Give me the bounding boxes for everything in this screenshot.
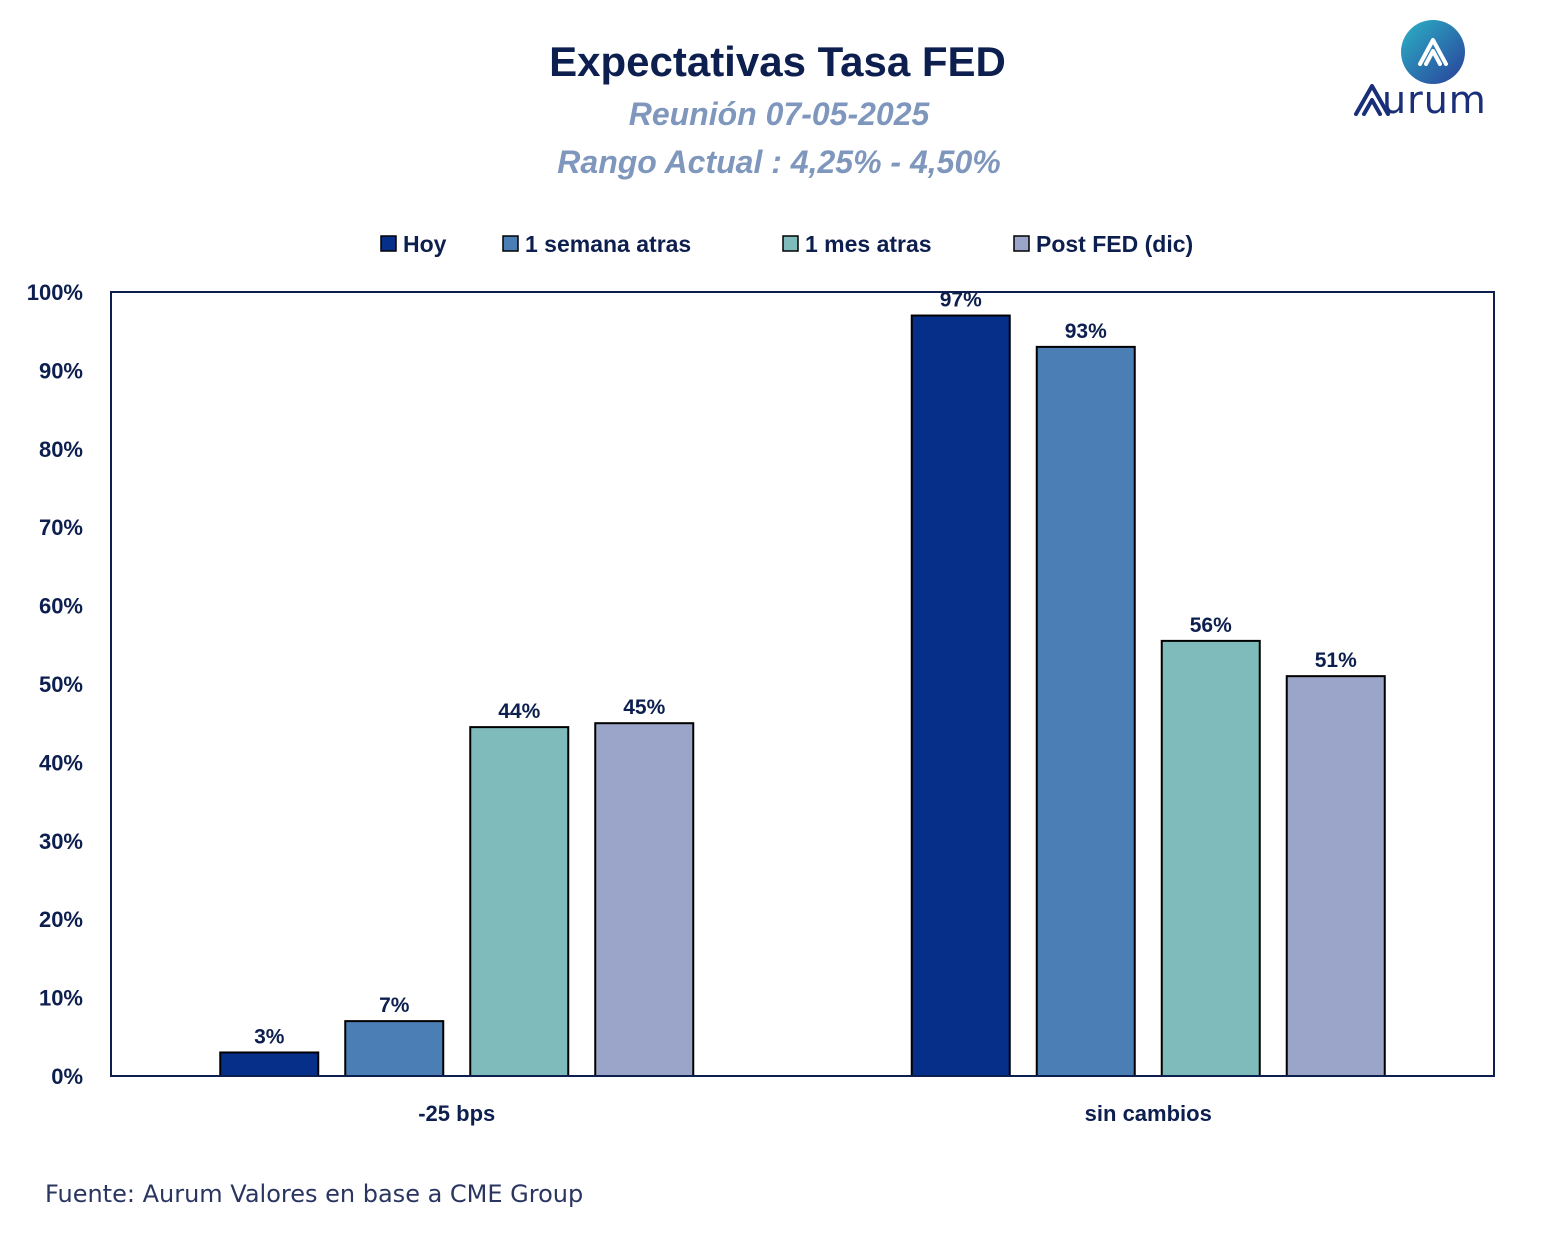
data-label: 45% [623,696,665,719]
y-tick-label: 20% [39,907,83,932]
legend-label: 1 mes atras [805,231,932,257]
meeting-date-subtitle: Reunión 07-05-2025 [628,96,930,132]
bar-1-mes-atras-1 [1160,639,1261,1077]
aurum-logo-icon [1354,20,1465,116]
plot-area-frame [110,291,1495,1077]
legend-item: 1 semana atras [502,231,691,257]
legend-item: Post FED (dic) [1013,231,1193,257]
bar-1-mes-atras-0 [469,726,570,1077]
x-category-label: -25 bps [418,1101,495,1126]
chart-title: Expectativas Tasa FED [549,38,1006,85]
y-tick-label: 60% [39,594,83,619]
bar-hoy-0 [219,1051,320,1077]
chart-legend: Hoy 1 semana atras 1 mes atras Post FED (di… [380,231,1193,257]
bar-chart: Hoy 1 semana atras 1 mes atras Post FED (di… [27,231,1495,1126]
x-axis: -25 bps sin cambios [418,1101,1212,1126]
legend-swatch [1013,235,1030,252]
data-label: 7% [379,994,410,1017]
legend-label: Post FED (dic) [1036,231,1193,257]
y-tick-label: 90% [39,358,83,383]
data-labels: 3% 7% 44% 45% 97% 93% 56% 51% [254,289,1357,1049]
data-label: 97% [940,289,982,312]
legend-swatch [782,235,799,252]
data-label: 93% [1065,320,1107,343]
bar-1-semana-atras-0 [344,1020,445,1077]
data-label: 3% [254,1025,285,1048]
y-tick-label: 30% [39,829,83,854]
aurum-logo: urum [1350,20,1520,122]
data-label: 44% [498,700,540,723]
source-note: Fuente: Aurum Valores en base a CME Grou… [45,1180,584,1208]
legend-item: Hoy [380,231,447,257]
bar-post-fed-dic--0 [594,722,695,1077]
y-tick-label: 40% [39,750,83,775]
bars [219,314,1386,1077]
y-tick-label: 100% [27,280,83,305]
current-range-subtitle: Rango Actual : 4,25% - 4,50% [557,144,1001,180]
logo-wordmark: urum [1382,78,1487,122]
y-axis: 0% 10% 20% 30% 40% 50% 60% 70% 80% 90% 100% [27,280,83,1089]
bar-1-semana-atras-1 [1035,345,1136,1077]
y-tick-label: 70% [39,515,83,540]
data-label: 51% [1315,649,1357,672]
y-tick-label: 10% [39,986,83,1011]
legend-item: 1 mes atras [782,231,932,257]
legend-label: Hoy [403,231,447,257]
data-label: 56% [1190,614,1232,637]
legend-swatch [380,235,397,252]
y-tick-label: 0% [51,1064,83,1089]
legend-label: 1 semana atras [525,231,691,257]
y-tick-label: 80% [39,437,83,462]
bar-hoy-1 [910,314,1011,1077]
bar-post-fed-dic--1 [1285,675,1386,1077]
y-tick-label: 50% [39,672,83,697]
legend-swatch [502,235,519,252]
x-category-label: sin cambios [1085,1101,1212,1126]
